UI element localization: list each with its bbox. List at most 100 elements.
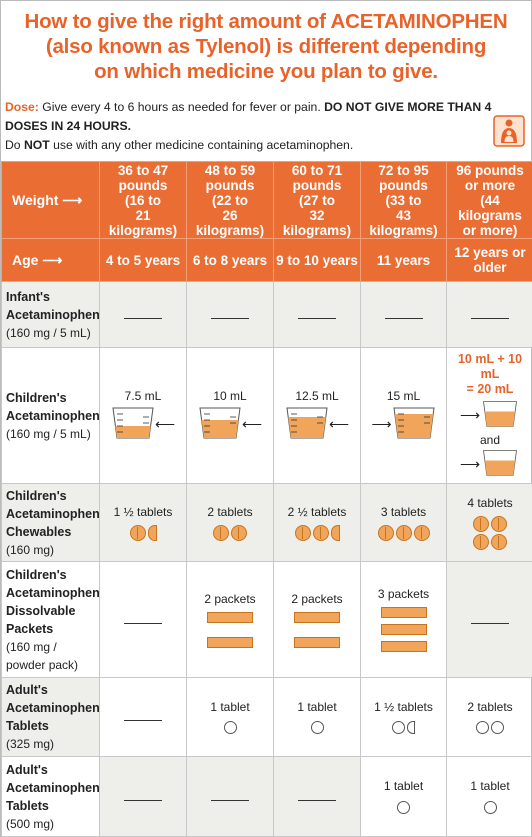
chewable-tablet-icon <box>491 533 507 550</box>
dose-cell: 1 tablet <box>360 756 447 837</box>
right-arrow-icon: ⟶ <box>62 191 83 208</box>
packets-row: Children's Acetaminophen Dissolvable Packet… <box>1 561 532 678</box>
powder-packet-icon <box>380 607 427 618</box>
chewable-tablet-icon <box>413 524 430 541</box>
no-dose-cell <box>360 281 447 348</box>
half-tablet-icon <box>147 524 157 541</box>
dose-cell: 4 tablets <box>446 483 532 562</box>
tablet-icon <box>483 800 497 814</box>
weight-cell: 96 pounds or more (44 kilograms or more) <box>446 161 532 239</box>
weight-cell: 72 to 95 pounds (33 to 43 kilograms) <box>360 161 447 239</box>
weight-cell: 60 to 71 pounds (27 to 32 kilograms) <box>273 161 361 239</box>
dosing-cup-icon <box>198 406 242 443</box>
age-cell: 11 years <box>360 238 447 282</box>
chewable-tablet-icon <box>473 515 489 532</box>
tablet-icon <box>310 721 324 735</box>
chewable-tablet-icon <box>377 524 394 541</box>
dose-cell: 1 tablet <box>273 677 361 757</box>
chewable-tablet-icon <box>213 524 229 541</box>
dose-cell: 1 ½ tablets <box>360 677 447 757</box>
no-dose-cell <box>99 281 187 348</box>
chewable-tablet-icon <box>231 524 247 541</box>
dosing-table: Weight ⟶ 36 to 47 pounds (16 to 21 kilogram… <box>1 161 532 837</box>
dose-instructions: Dose: Give every 4 to 6 hours as needed … <box>5 100 492 152</box>
powder-packet-icon <box>207 611 253 623</box>
dose-cell: 12.5 mL ⟵ <box>273 347 361 484</box>
left-arrow-icon: ⟵ <box>154 415 176 432</box>
age-cell: 12 years or older <box>446 238 532 282</box>
age-row: Age ⟶ 4 to 5 years 6 to 8 years 9 to 10 … <box>1 238 532 282</box>
chewable-tablet-icon <box>129 524 146 541</box>
weight-cell: 36 to 47 pounds (16 to 21 kilograms) <box>99 161 187 239</box>
dose-cell: 10 mL + 10 mL = 20 mL ⟶ and ⟶ <box>446 347 532 484</box>
tablet-icon <box>491 721 504 735</box>
right-arrow-icon: ⟶ <box>42 251 63 268</box>
chewable-tablet-icon <box>395 524 412 541</box>
tablet-icon <box>392 721 406 735</box>
age-cell: 4 to 5 years <box>99 238 187 282</box>
no-dose-cell <box>446 281 532 348</box>
no-dose-cell <box>273 756 361 837</box>
no-dose-cell <box>186 281 274 348</box>
adult-500-row: Adult's Acetaminophen Tablets (500 mg) 1 ta… <box>1 756 532 837</box>
dose-cell: 2 tablets <box>186 483 274 562</box>
half-tablet-icon <box>407 721 415 735</box>
right-arrow-icon: ⟶ <box>459 455 481 472</box>
half-tablet-icon <box>330 524 340 541</box>
product-name: Adult's Acetaminophen Tablets (325 mg) <box>1 677 100 757</box>
dosing-cup-icon <box>480 449 520 480</box>
product-name: Children's Acetaminophen Chewables (160 mg) <box>1 483 100 562</box>
tablet-icon <box>476 721 489 735</box>
dose-cell: 2 ½ tablets <box>273 483 361 562</box>
children-liquid-row: Children's Acetaminophen (160 mg / 5 mL) 7… <box>1 347 532 484</box>
weight-cell: 48 to 59 pounds (22 to 26 kilograms) <box>186 161 274 239</box>
chewable-tablet-icon <box>312 524 329 541</box>
parent-child-icon <box>493 115 525 147</box>
dose-cell: 10 mL ⟵ <box>186 347 274 484</box>
no-dose-cell <box>99 677 187 757</box>
dose-cell: 7.5 mL ⟵ <box>99 347 187 484</box>
adult-325-row: Adult's Acetaminophen Tablets (325 mg) 1 ta… <box>1 677 532 757</box>
no-dose-cell <box>273 281 361 348</box>
powder-packet-icon <box>294 611 340 623</box>
dose-cell: 1 tablet <box>446 756 532 837</box>
right-arrow-icon: ⟶ <box>459 406 481 423</box>
no-dose-cell <box>99 756 187 837</box>
no-dose-cell <box>446 561 532 678</box>
dose-cell: 2 packets <box>186 561 274 678</box>
chewables-row: Children's Acetaminophen Chewables (160 mg)… <box>1 483 532 562</box>
dose-cell: 1 ½ tablets <box>99 483 187 562</box>
product-name: Adult's Acetaminophen Tablets (500 mg) <box>1 756 100 837</box>
powder-packet-icon <box>380 641 427 652</box>
dosing-cup-icon <box>285 406 329 443</box>
left-arrow-icon: ⟵ <box>241 415 263 432</box>
chewable-tablet-icon <box>491 515 507 532</box>
dose-cell: 15 mL ⟶ <box>360 347 447 484</box>
weight-row: Weight ⟶ 36 to 47 pounds (16 to 21 kilogram… <box>1 161 532 239</box>
product-name: Infant's Acetaminophen (160 mg / 5 mL) <box>1 281 100 348</box>
age-cell: 9 to 10 years <box>273 238 361 282</box>
tablet-icon <box>397 800 410 814</box>
age-label: Age ⟶ <box>1 238 100 282</box>
dose-cell: 3 tablets <box>360 483 447 562</box>
product-name: Children's Acetaminophen Dissolvable Packet… <box>1 561 100 678</box>
infant-row: Infant's Acetaminophen (160 mg / 5 mL) <box>1 281 532 348</box>
powder-packet-icon <box>294 636 340 648</box>
no-dose-cell <box>99 561 187 678</box>
chewable-tablet-icon <box>473 533 489 550</box>
product-name: Children's Acetaminophen (160 mg / 5 mL) <box>1 347 100 484</box>
dose-cell: 2 packets <box>273 561 361 678</box>
tablet-icon <box>223 721 237 735</box>
right-arrow-icon: ⟶ <box>371 415 392 432</box>
weight-label: Weight ⟶ <box>1 161 100 239</box>
dose-cell: 2 tablets <box>446 677 532 757</box>
dose-cell: 3 packets <box>360 561 447 678</box>
dosing-cup-icon <box>392 406 436 443</box>
age-cell: 6 to 8 years <box>186 238 274 282</box>
powder-packet-icon <box>380 624 427 635</box>
no-dose-cell <box>186 756 274 837</box>
dosing-cup-icon <box>480 400 520 431</box>
dose-cell: 1 tablet <box>186 677 274 757</box>
powder-packet-icon <box>207 636 253 648</box>
